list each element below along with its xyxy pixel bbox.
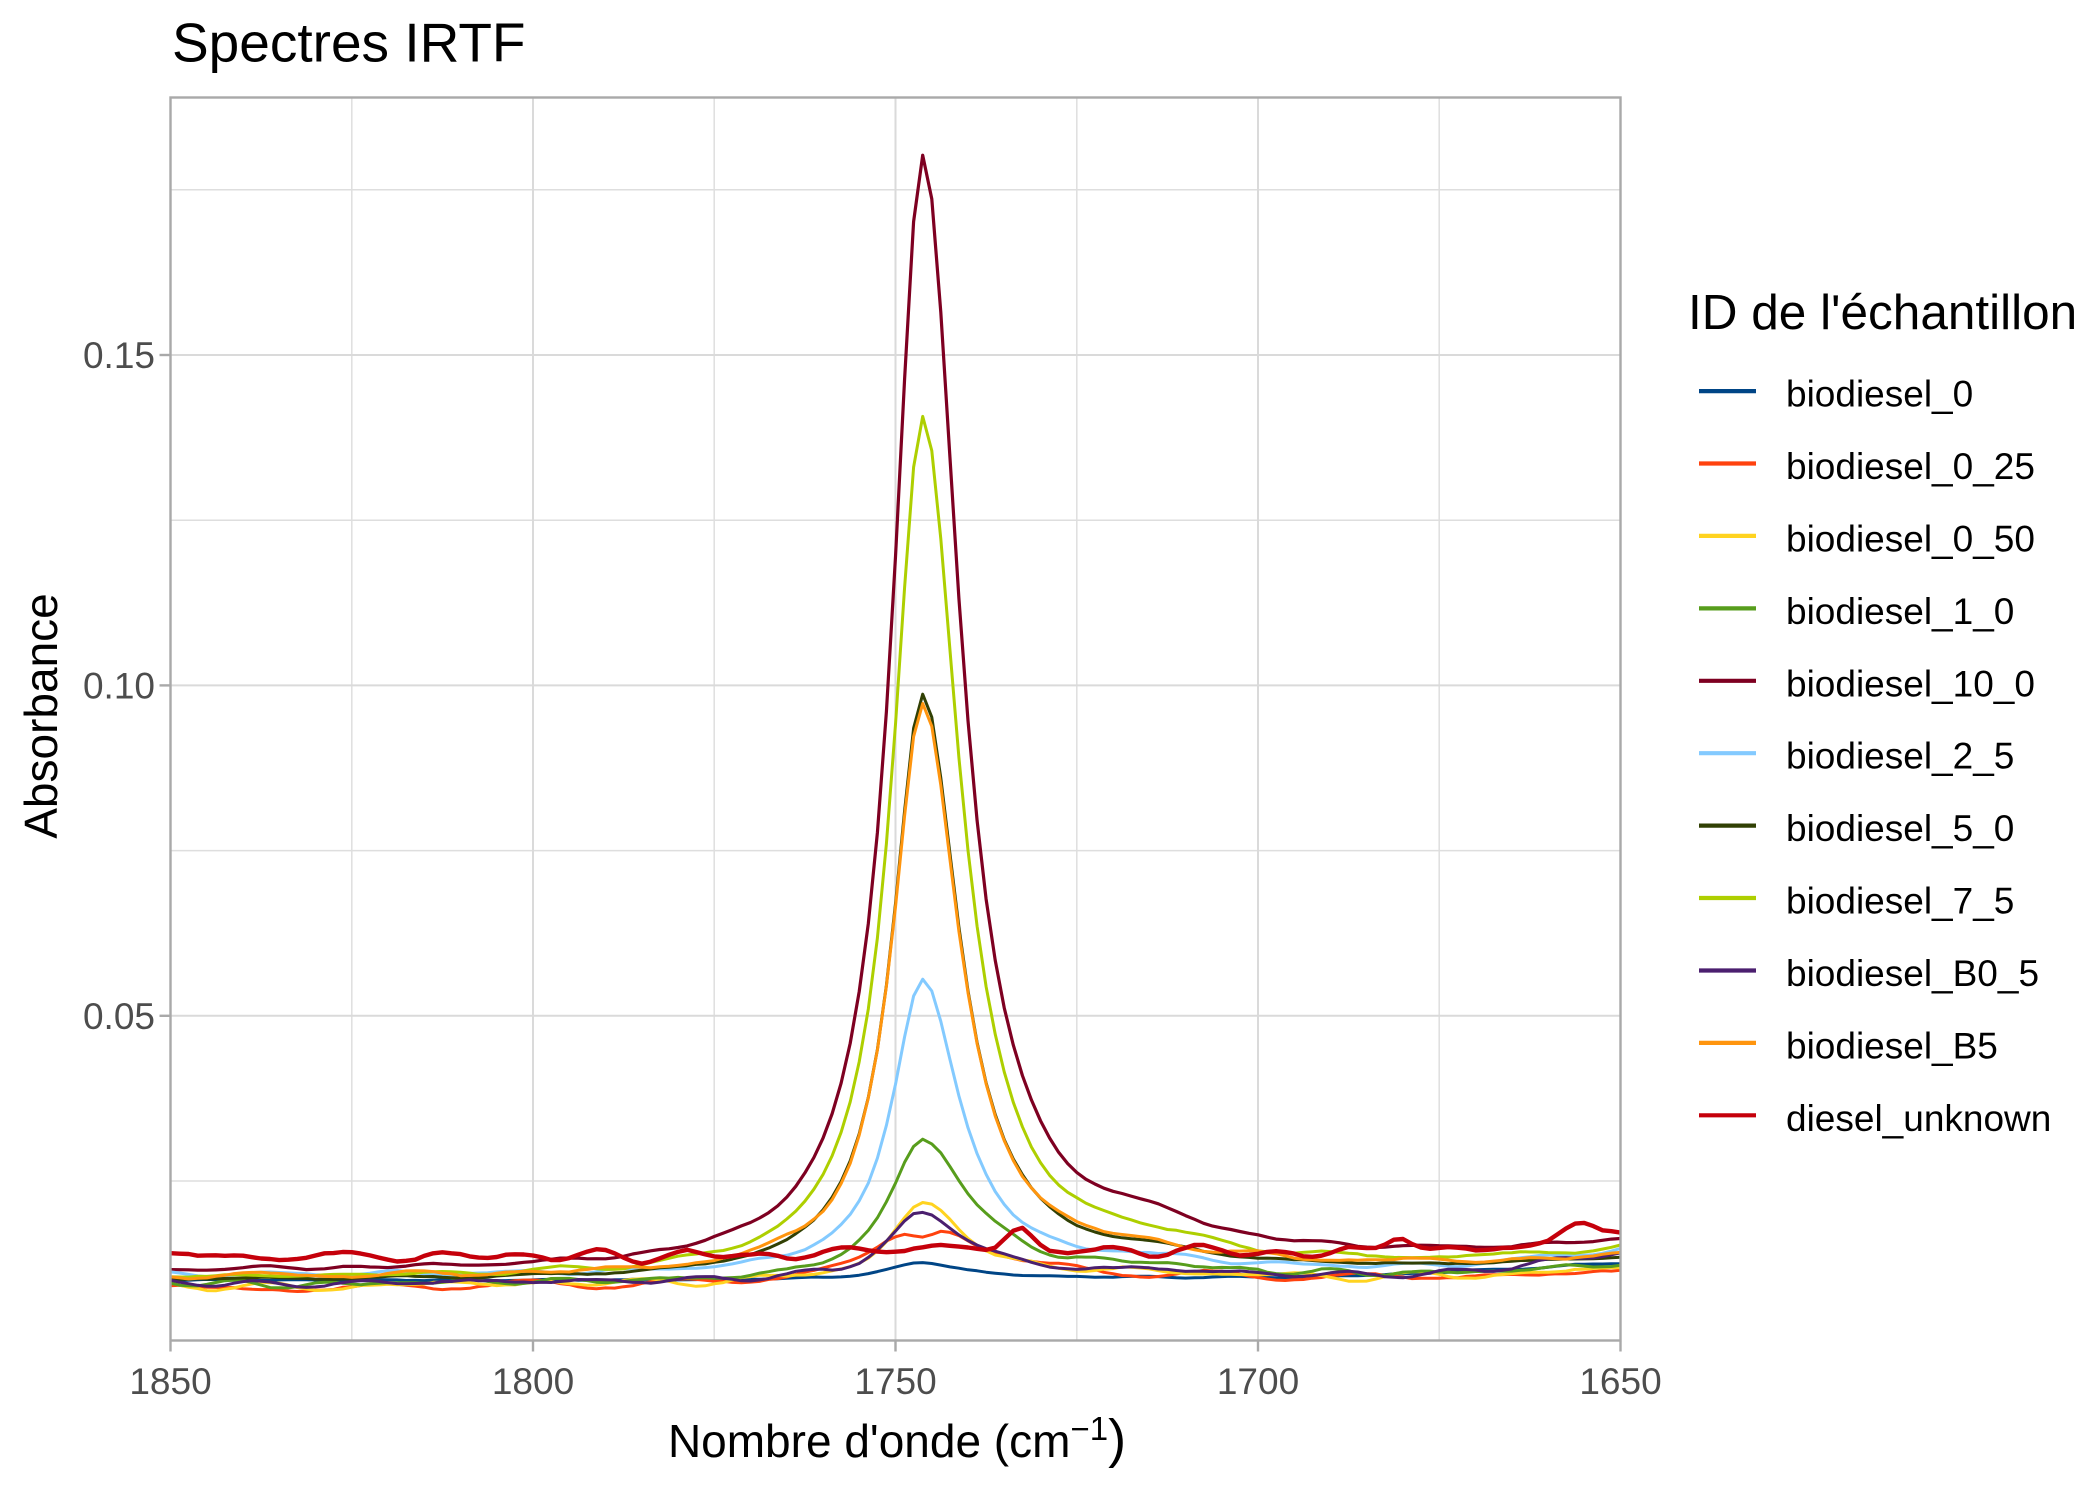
- svg-text:biodiesel_0: biodiesel_0: [1786, 374, 1973, 415]
- svg-text:biodiesel_7_5: biodiesel_7_5: [1786, 881, 2014, 922]
- svg-text:biodiesel_2_5: biodiesel_2_5: [1786, 736, 2014, 777]
- svg-text:1750: 1750: [854, 1361, 936, 1402]
- svg-text:1800: 1800: [492, 1361, 574, 1402]
- svg-text:ID de l'échantillon: ID de l'échantillon: [1688, 285, 2077, 340]
- svg-text:Absorbance: Absorbance: [15, 593, 67, 839]
- svg-text:biodiesel_0_25: biodiesel_0_25: [1786, 446, 2035, 487]
- svg-text:Spectres IRTF: Spectres IRTF: [172, 12, 526, 74]
- svg-text:0.10: 0.10: [83, 665, 155, 706]
- svg-text:0.15: 0.15: [83, 335, 155, 376]
- svg-text:biodiesel_1_0: biodiesel_1_0: [1786, 591, 2014, 632]
- svg-text:diesel_unknown: diesel_unknown: [1786, 1098, 2051, 1139]
- svg-text:Nombre d'onde (cm−1): Nombre d'onde (cm−1): [668, 1409, 1126, 1469]
- svg-text:0.05: 0.05: [83, 996, 155, 1037]
- svg-text:biodiesel_B0_5: biodiesel_B0_5: [1786, 953, 2039, 994]
- svg-text:biodiesel_B5: biodiesel_B5: [1786, 1025, 1998, 1066]
- svg-text:1700: 1700: [1217, 1361, 1299, 1402]
- svg-text:biodiesel_10_0: biodiesel_10_0: [1786, 663, 2035, 704]
- svg-text:1650: 1650: [1579, 1361, 1661, 1402]
- svg-text:1850: 1850: [129, 1361, 211, 1402]
- svg-text:biodiesel_5_0: biodiesel_5_0: [1786, 808, 2014, 849]
- svg-text:biodiesel_0_50: biodiesel_0_50: [1786, 518, 2035, 559]
